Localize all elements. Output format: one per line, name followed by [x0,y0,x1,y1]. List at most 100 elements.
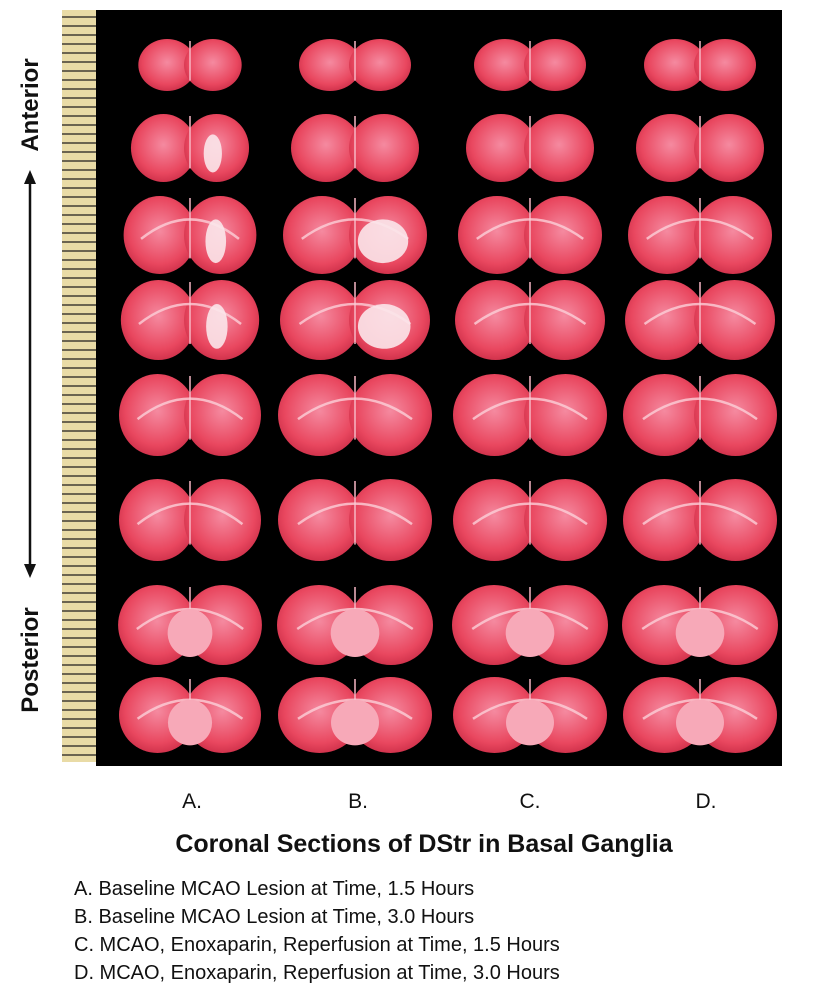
posterior-label: Posterior [17,607,44,712]
brain-slice [277,585,433,665]
brain-slice [636,114,764,182]
hemisphere [625,280,706,360]
hemisphere [636,114,706,182]
brain-slice [453,479,607,561]
legend-line: A. Baseline MCAO Lesion at Time, 1.5 Hou… [74,878,474,900]
anterior-label: Anterior [17,58,44,151]
lesion [205,219,227,264]
brain-slice [119,677,261,753]
brain-slice [120,280,260,360]
hemisphere [119,479,196,561]
hemisphere [466,114,536,182]
hemisphere [694,196,772,274]
brain-slice [130,114,250,182]
brainstem [331,699,379,746]
hemisphere [138,39,196,91]
legend-line: C. MCAO, Enoxaparin, Reperfusion at Time… [74,934,560,956]
brain-slice [118,585,262,665]
brain-slice [623,374,777,456]
brain-slice [280,280,430,360]
hemisphere [349,39,411,91]
brain-slice [623,677,777,753]
lesion [203,134,222,173]
hemisphere [184,374,261,456]
white-matter [476,218,584,240]
hemisphere [123,196,196,274]
brain-slice [299,39,411,91]
hemisphere [628,196,706,274]
column-label: C. [520,790,541,813]
brainstem [506,699,554,746]
hemisphere [283,196,361,274]
legend-line: B. Baseline MCAO Lesion at Time, 3.0 Hou… [74,906,474,928]
brain-slice [138,39,242,91]
ruler [62,10,96,762]
hemisphere [694,114,764,182]
white-matter [136,397,244,421]
column-label: A. [182,790,202,813]
brain-slice [466,114,594,182]
hemisphere [130,114,196,182]
brain-slices [118,39,778,753]
brain-slice [278,374,432,456]
hemisphere [474,39,536,91]
brain-slice [628,196,772,274]
hemisphere [524,479,607,561]
hemisphere [278,479,361,561]
hemisphere [455,280,536,360]
column-label: B. [348,790,368,813]
white-matter [642,502,758,526]
hemisphere [119,374,196,456]
legend-line: D. MCAO, Enoxaparin, Reperfusion at Time… [74,962,560,984]
hemisphere [524,114,594,182]
brain-slice [278,479,432,561]
direction-arrow [24,170,36,578]
hemisphere [458,196,536,274]
hemisphere [694,374,777,456]
column-label: D. [696,790,717,813]
white-matter [297,397,413,421]
lesion [206,304,228,349]
brain-slice [278,677,432,753]
white-matter [473,302,587,326]
lesion [357,219,409,264]
brain-slice [458,196,602,274]
hemisphere [291,114,361,182]
white-matter [140,218,240,240]
white-matter [297,502,413,526]
hemisphere [349,114,419,182]
hemisphere [184,479,261,561]
brain-slice [623,479,777,561]
brain-slice [474,39,586,91]
brain-slice [452,585,608,665]
brain-slice [455,280,605,360]
hemisphere [349,479,432,561]
hemisphere [280,280,361,360]
white-matter [643,302,757,326]
brain-slice [622,585,778,665]
hemisphere [694,280,775,360]
hemisphere [623,374,706,456]
brain-slice [644,39,756,91]
hemisphere [453,374,536,456]
hemisphere [644,39,706,91]
white-matter [138,302,242,325]
brain-slice [283,196,427,274]
hemisphere [623,479,706,561]
brain-slice [119,479,261,561]
hemisphere [349,374,432,456]
hemisphere [453,479,536,561]
white-matter [472,502,588,526]
brain-slice [453,374,607,456]
brainstem [676,699,724,746]
white-matter [646,218,754,240]
hemisphere [524,196,602,274]
hemisphere [694,39,756,91]
brainstem [167,609,213,657]
brainstem [330,609,380,657]
hemisphere [278,374,361,456]
white-matter [136,502,244,526]
hemisphere [524,280,605,360]
